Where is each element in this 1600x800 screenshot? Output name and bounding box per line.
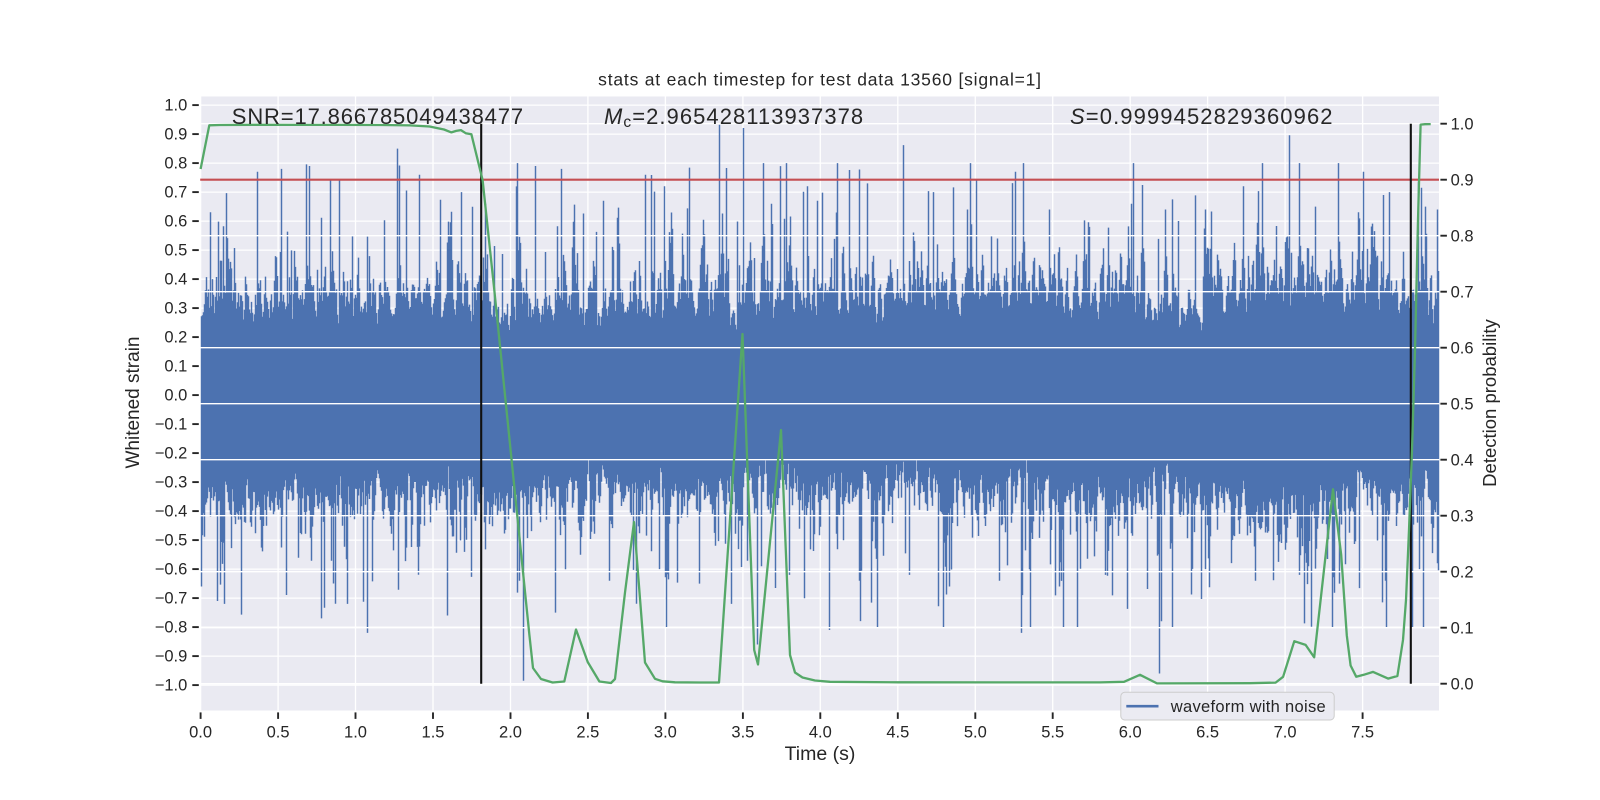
svg-text:Time (s): Time (s) bbox=[785, 743, 856, 765]
svg-text:0.3: 0.3 bbox=[1451, 507, 1474, 525]
svg-text:0.9: 0.9 bbox=[1451, 171, 1474, 189]
svg-text:1.0: 1.0 bbox=[164, 97, 187, 115]
svg-text:−0.2: −0.2 bbox=[155, 445, 188, 463]
svg-text:−0.1: −0.1 bbox=[155, 416, 188, 434]
svg-text:1.5: 1.5 bbox=[422, 724, 445, 742]
svg-text:−0.4: −0.4 bbox=[155, 503, 188, 521]
svg-text:4.0: 4.0 bbox=[809, 724, 832, 742]
svg-text:7.5: 7.5 bbox=[1351, 724, 1374, 742]
svg-text:0.5: 0.5 bbox=[164, 242, 187, 260]
svg-text:0.4: 0.4 bbox=[164, 271, 187, 289]
svg-text:1.0: 1.0 bbox=[344, 724, 367, 742]
svg-text:0.2: 0.2 bbox=[1451, 563, 1474, 581]
svg-text:0.6: 0.6 bbox=[164, 213, 187, 231]
svg-text:stats at each timestep for tes: stats at each timestep for test data 135… bbox=[598, 69, 1042, 89]
svg-text:Whitened strain: Whitened strain bbox=[123, 336, 144, 468]
svg-text:0.8: 0.8 bbox=[1451, 227, 1474, 245]
svg-text:0.4: 0.4 bbox=[1451, 451, 1474, 469]
svg-text:−0.8: −0.8 bbox=[155, 619, 188, 637]
svg-text:0.5: 0.5 bbox=[1451, 395, 1474, 413]
svg-text:−0.3: −0.3 bbox=[155, 474, 188, 492]
svg-text:0.3: 0.3 bbox=[164, 300, 187, 318]
svg-text:0.8: 0.8 bbox=[164, 155, 187, 173]
svg-text:0.0: 0.0 bbox=[164, 387, 187, 405]
svg-text:0.5: 0.5 bbox=[267, 724, 290, 742]
svg-text:Mc=2.965428113937378: Mc=2.965428113937378 bbox=[604, 104, 864, 131]
svg-text:0.7: 0.7 bbox=[164, 184, 187, 202]
svg-text:SNR=17.866785049438477: SNR=17.866785049438477 bbox=[232, 104, 524, 129]
svg-text:4.5: 4.5 bbox=[886, 724, 909, 742]
svg-text:6.0: 6.0 bbox=[1119, 724, 1142, 742]
svg-text:0.9: 0.9 bbox=[164, 126, 187, 144]
svg-text:6.5: 6.5 bbox=[1196, 724, 1219, 742]
svg-text:0.2: 0.2 bbox=[164, 329, 187, 347]
svg-text:1.0: 1.0 bbox=[1451, 115, 1474, 133]
svg-text:7.0: 7.0 bbox=[1274, 724, 1297, 742]
svg-text:0.1: 0.1 bbox=[1451, 619, 1474, 637]
svg-text:−0.7: −0.7 bbox=[155, 590, 188, 608]
svg-text:0.0: 0.0 bbox=[189, 724, 212, 742]
svg-text:3.5: 3.5 bbox=[731, 724, 754, 742]
svg-text:2.5: 2.5 bbox=[576, 724, 599, 742]
svg-text:5.5: 5.5 bbox=[1041, 724, 1064, 742]
svg-text:−1.0: −1.0 bbox=[155, 677, 188, 695]
svg-text:0.6: 0.6 bbox=[1451, 339, 1474, 357]
svg-text:3.0: 3.0 bbox=[654, 724, 677, 742]
svg-text:0.1: 0.1 bbox=[164, 358, 187, 376]
svg-text:0.0: 0.0 bbox=[1451, 675, 1474, 693]
svg-text:5.0: 5.0 bbox=[964, 724, 987, 742]
svg-text:waveform with noise: waveform with noise bbox=[1170, 698, 1326, 716]
svg-text:0.7: 0.7 bbox=[1451, 283, 1474, 301]
svg-text:S=0.9999452829360962: S=0.9999452829360962 bbox=[1070, 104, 1334, 129]
svg-text:−0.9: −0.9 bbox=[155, 648, 188, 666]
svg-text:−0.5: −0.5 bbox=[155, 532, 188, 550]
svg-text:Detection probability: Detection probability bbox=[1479, 318, 1500, 486]
svg-text:−0.6: −0.6 bbox=[155, 561, 188, 579]
svg-text:2.0: 2.0 bbox=[499, 724, 522, 742]
